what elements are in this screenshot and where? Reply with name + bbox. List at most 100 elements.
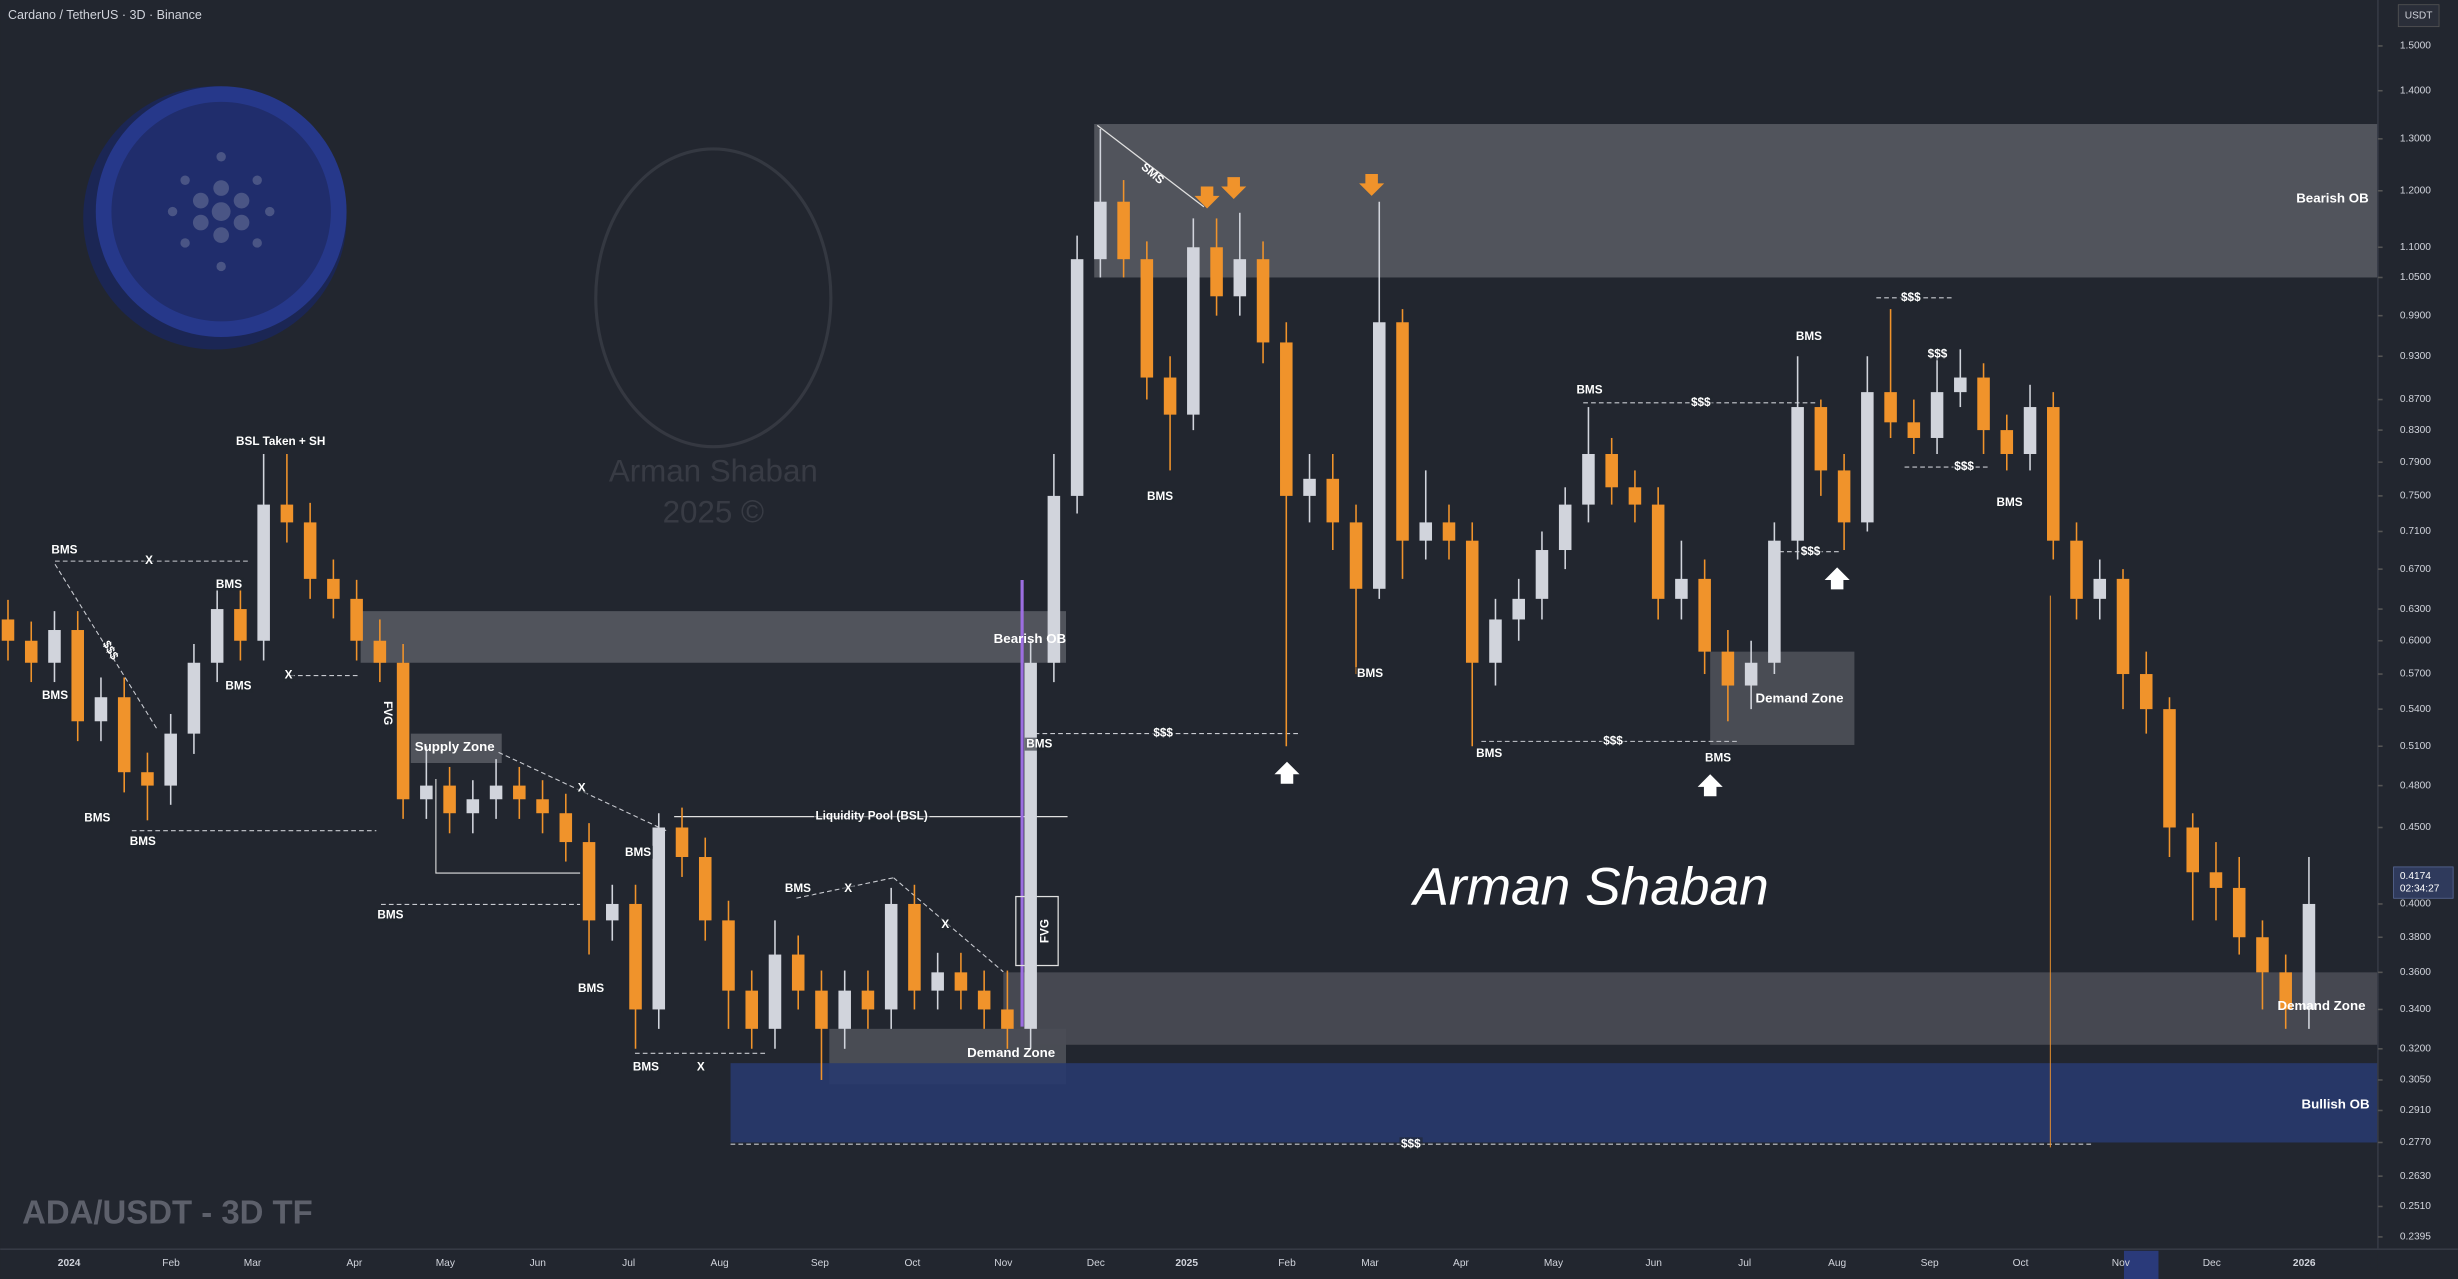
- annotation-bg: [375, 908, 406, 922]
- zone-label: Demand Zone: [1756, 691, 1844, 706]
- annotation: BMS: [1147, 490, 1173, 503]
- annotation: BMS: [130, 835, 156, 848]
- candle-body: [1256, 259, 1270, 343]
- annotation: $$$: [1954, 460, 1974, 473]
- arrow-down: [1221, 177, 1247, 200]
- y-tick-label: 0.7100: [2400, 526, 2431, 537]
- candle-body: [2302, 903, 2316, 1010]
- annotation-bg: [1899, 290, 1923, 304]
- annotation: BMS: [1357, 667, 1383, 680]
- x-tick-label: Aug: [1828, 1258, 1846, 1269]
- candle-body: [1605, 453, 1618, 488]
- candle-body: [466, 799, 480, 814]
- x-tick-label: Aug: [711, 1258, 729, 1269]
- arrow-down: [1194, 186, 1220, 209]
- annotation-bg: [1952, 460, 1976, 474]
- candle-body: [1396, 322, 1409, 541]
- annotation: BMS: [42, 689, 68, 702]
- x-tick-label: Mar: [244, 1258, 262, 1269]
- x-tick-label: Apr: [346, 1258, 362, 1269]
- zone-label: Bearish OB: [994, 631, 1067, 646]
- candle-body: [1907, 422, 1921, 438]
- annotation-bg: [576, 982, 606, 996]
- y-tick-label: 0.7500: [2400, 491, 2431, 502]
- y-tick-label: 0.4800: [2400, 780, 2431, 791]
- y-tick-label: 1.3000: [2400, 134, 2431, 145]
- candle-body: [1814, 407, 1828, 471]
- x-tick-label: May: [1544, 1258, 1564, 1269]
- candle-body: [1512, 598, 1525, 620]
- annotation-bg: [623, 845, 653, 859]
- y-tick-label: 1.0500: [2400, 272, 2431, 283]
- cardano-logo: [83, 86, 347, 350]
- annotation: Liquidity Pool (BSL): [815, 810, 927, 823]
- y-tick-label: 0.3600: [2400, 967, 2431, 978]
- y-tick-label: 0.3800: [2400, 932, 2431, 943]
- annotation: X: [578, 782, 586, 795]
- candle-body: [1419, 522, 1433, 541]
- candle-body: [1558, 504, 1572, 551]
- candle-body: [1744, 662, 1758, 686]
- annotation: BMS: [1705, 752, 1731, 765]
- annotation-bg: [842, 881, 854, 895]
- annotation-bg: [234, 435, 327, 449]
- watermark-name: Arman Shaban: [609, 454, 818, 489]
- annotation-bg: [40, 689, 70, 703]
- candles: [1, 128, 2316, 1080]
- x-tick-label: Dec: [1087, 1258, 1105, 1269]
- y-tick-label: 0.9300: [2400, 351, 2431, 362]
- annotation-bg: [1399, 1137, 1423, 1151]
- annotation: X: [285, 669, 293, 682]
- y-tick-label: 0.6000: [2400, 635, 2431, 646]
- annotation-bg: [1601, 734, 1625, 748]
- zone: [1094, 124, 2378, 278]
- candle-body: [1489, 619, 1502, 663]
- candle-body: [1698, 578, 1711, 652]
- candle-body: [373, 640, 387, 663]
- candle-body: [1047, 495, 1061, 663]
- annotation-bg: [1994, 496, 2025, 510]
- zone: [1003, 972, 2378, 1045]
- annotation-bg: [283, 668, 295, 682]
- arrow-up: [1274, 761, 1300, 784]
- annotation-bg: [128, 834, 158, 848]
- candle-body: [396, 662, 410, 800]
- candle-body: [1349, 522, 1363, 589]
- candle-body: [1721, 651, 1735, 686]
- candle-body: [1582, 453, 1595, 505]
- y-tick-label: 1.1000: [2400, 242, 2431, 253]
- candle-body: [2256, 937, 2269, 973]
- candle-body: [303, 522, 317, 579]
- y-tick-label: 0.6300: [2400, 604, 2431, 615]
- x-tick-label: 2024: [58, 1258, 81, 1269]
- y-tick-label: 0.5400: [2400, 704, 2431, 715]
- candle-body: [2279, 972, 2292, 1010]
- annotation: BMS: [633, 1061, 659, 1074]
- candle-body: [48, 630, 61, 663]
- annotation: BMS: [578, 982, 604, 995]
- annotation: $$$: [1691, 396, 1711, 409]
- last-price-box: [2393, 866, 2454, 899]
- candle-body: [582, 842, 596, 921]
- zone-label: Demand Zone: [2277, 998, 2365, 1013]
- x-tick-label: Dec: [2203, 1258, 2221, 1269]
- dashed-line: [54, 563, 158, 730]
- candle-body: [1233, 259, 1247, 297]
- candle-body: [327, 578, 340, 599]
- candle-body: [1768, 540, 1781, 663]
- candle-body: [838, 990, 851, 1029]
- annotation: BMS: [1026, 738, 1052, 751]
- y-tick-label: 0.7900: [2400, 457, 2431, 468]
- candle-body: [2000, 430, 2014, 454]
- annotation: $$$: [1153, 727, 1173, 740]
- annotation: BMS: [1796, 330, 1822, 343]
- candle-body: [1651, 504, 1665, 599]
- candle-body: [1187, 247, 1200, 415]
- y-tick-label: 0.4500: [2400, 822, 2431, 833]
- candle-body: [2139, 674, 2153, 710]
- watermark: Arman Shaban 2025 ©: [594, 147, 833, 529]
- annotation-bg: [1474, 747, 1504, 761]
- y-tick-label: 0.2770: [2400, 1137, 2431, 1148]
- candle-body: [2163, 709, 2176, 828]
- annotation: BMS: [1476, 747, 1502, 760]
